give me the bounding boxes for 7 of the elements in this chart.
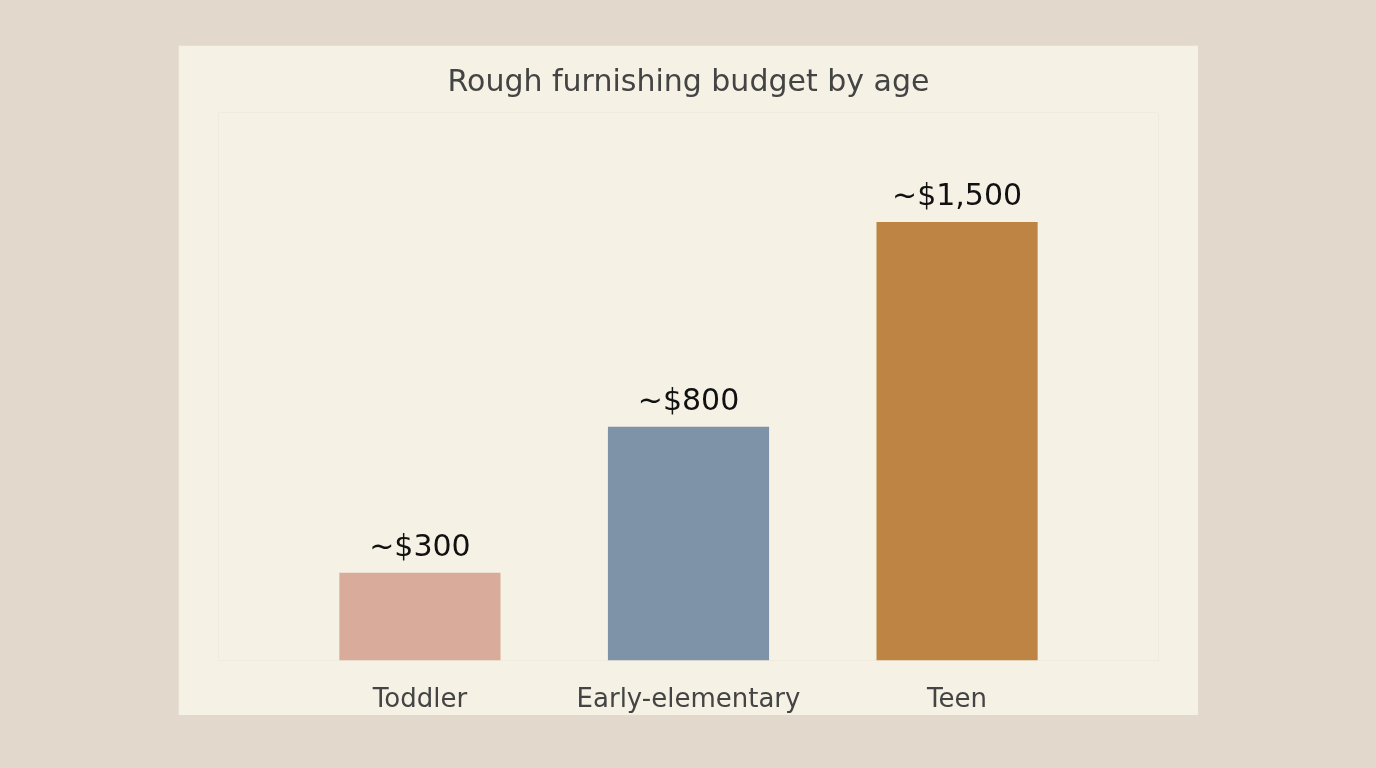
data-label: ~$300	[369, 527, 471, 563]
data-label: ~$800	[637, 381, 740, 417]
chart-title: Rough furnishing budget by age	[447, 62, 930, 98]
x-tick-label: Toddler	[371, 682, 468, 713]
x-tick-label: Teen	[926, 682, 988, 713]
x-tick-label: Early-elementary	[576, 682, 801, 713]
data-label: ~$1,500	[892, 177, 1023, 213]
